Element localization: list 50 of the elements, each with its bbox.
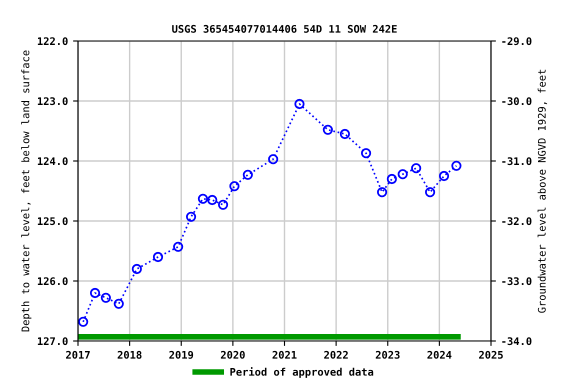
point [198, 194, 208, 204]
point [360, 148, 372, 158]
point [411, 163, 422, 174]
point [207, 194, 218, 206]
point [90, 288, 100, 298]
point [322, 124, 333, 135]
point [425, 187, 436, 198]
x-tick-label: 2019 [169, 350, 194, 359]
y2-tick-label: -30.0 [502, 97, 532, 106]
point [173, 242, 184, 252]
point [218, 200, 228, 210]
point [132, 264, 142, 274]
point [268, 154, 278, 164]
y2-tick-label: -29.0 [502, 37, 532, 46]
y-tick-label: 125.0 [38, 217, 68, 226]
x-tick-label: 2018 [118, 350, 142, 359]
y-tick-label: 124.0 [38, 157, 68, 166]
legend-label: Period of approved data [230, 367, 374, 378]
point [114, 298, 124, 309]
point [386, 174, 397, 184]
point [377, 187, 388, 198]
x-tick-label: 2022 [324, 350, 348, 359]
point [451, 160, 462, 171]
point [78, 316, 88, 327]
point [152, 252, 164, 262]
point [242, 170, 253, 180]
point [294, 98, 305, 110]
y2-tick-label: -32.0 [502, 217, 532, 226]
x-tick-label: 2023 [376, 350, 400, 359]
point [398, 169, 408, 180]
y2-tick-label: -34.0 [502, 337, 532, 346]
x-tick-label: 2017 [66, 350, 90, 359]
y-tick-label: 126.0 [38, 277, 68, 286]
x-tick-label: 2020 [220, 350, 245, 359]
x-tick-label: 2025 [479, 350, 503, 359]
point [340, 128, 350, 140]
y-tick-label: 123.0 [38, 97, 68, 106]
point [438, 170, 450, 182]
point [100, 292, 111, 303]
x-tick-label: 2021 [272, 350, 297, 359]
y-axis-title: Depth to water level, feet below land surface [21, 50, 32, 332]
x-tick-label: 2024 [427, 350, 452, 359]
y2-tick-label: -31.0 [502, 157, 532, 166]
y-tick-label: 122.0 [38, 37, 68, 46]
point [186, 212, 196, 222]
y-tick-label: 127.0 [38, 337, 68, 346]
chart-title: USGS 365454077014406 54D 11 SOW 242E [172, 24, 397, 33]
point [229, 181, 240, 192]
y2-tick-label: -33.0 [502, 277, 532, 286]
y2-axis-title: Groundwater level above NGVD 1929, feet [538, 70, 548, 313]
